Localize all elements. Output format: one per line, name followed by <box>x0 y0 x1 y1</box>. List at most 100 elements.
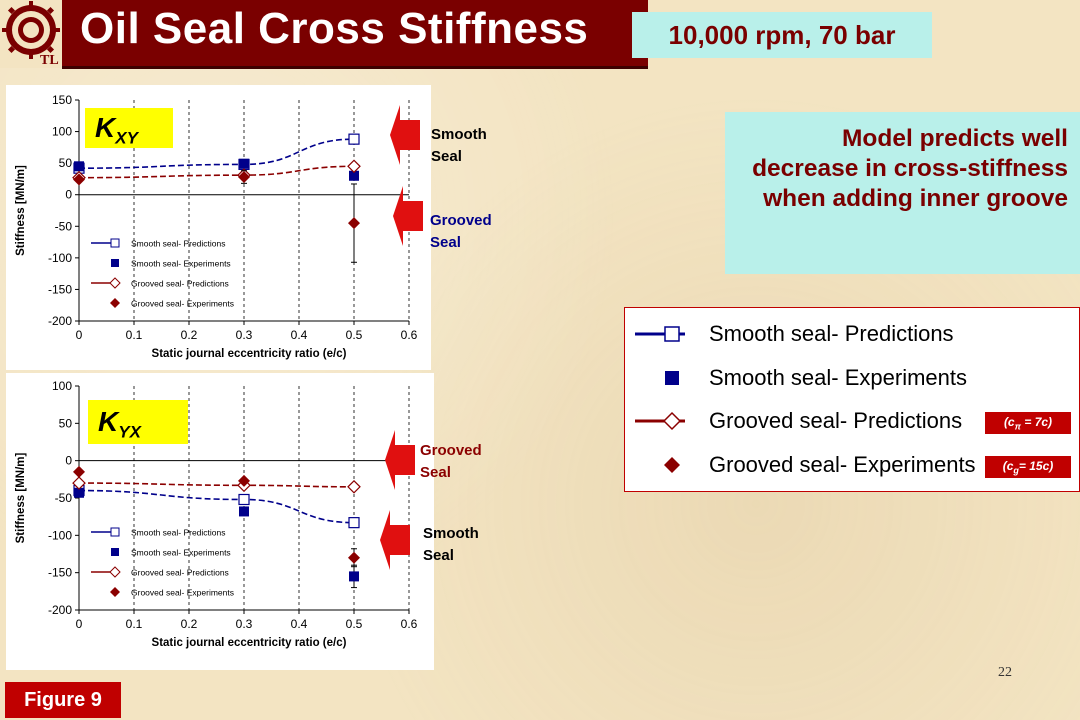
legend-marker-open-diamond <box>662 411 682 431</box>
kxy-smooth-seal-label: Smooth Seal <box>431 126 487 165</box>
legend-row: Smooth seal- Predictions <box>625 319 1080 349</box>
arrow-left-icon <box>393 186 423 246</box>
y-tick-label: -200 <box>48 314 72 328</box>
legend-label: Smooth seal- Predictions <box>131 528 226 538</box>
data-point <box>349 571 359 582</box>
page-title: Oil Seal Cross Stiffness <box>80 4 589 53</box>
legend-marker <box>110 527 120 537</box>
figure-label: Figure 9 <box>5 682 121 718</box>
clearance-tag: (cg= 15c) <box>985 456 1071 478</box>
x-tick-label: 0.6 <box>401 617 418 631</box>
legend-marker <box>109 277 121 289</box>
y-tick-label: -150 <box>48 566 72 580</box>
x-tick-label: 0.5 <box>346 617 363 631</box>
y-tick-label: 50 <box>59 156 73 170</box>
arrow-left-icon <box>390 105 420 165</box>
data-point <box>238 171 250 184</box>
kyx-badge-sub: YX <box>118 422 141 442</box>
operating-condition-badge: 10,000 rpm, 70 bar <box>632 12 932 58</box>
kxy-grooved-seal-label: Grooved Seal <box>430 212 492 251</box>
kxy-chart-svg: 150 100 50 0 -50 -100 -150 -200 0 0.1 0.2 0.3 0.4 0.5… <box>15 93 418 360</box>
x-tick-label: 0.2 <box>181 328 198 342</box>
data-point <box>73 173 85 186</box>
x-tick-label: 0 <box>76 617 83 631</box>
data-point <box>347 479 361 494</box>
data-point <box>74 161 84 172</box>
large-legend: Smooth seal- Predictions Smooth seal- Ex… <box>624 307 1080 492</box>
legend-marker <box>110 587 120 597</box>
y-tick-label: 50 <box>59 416 73 430</box>
legend-marker <box>111 548 119 556</box>
y-tick-label: 0 <box>65 454 72 468</box>
legend-label: Smooth seal- Experiments <box>709 365 967 390</box>
x-tick-label: 0.4 <box>291 617 308 631</box>
x-tick-label: 0.4 <box>291 328 308 342</box>
university-seal-icon: TL <box>2 1 60 68</box>
x-axis-label: Static journal eccentricity ratio (e/c) <box>152 637 347 649</box>
data-point <box>348 551 360 564</box>
data-point <box>72 476 86 490</box>
kyx-chart-svg: 100 50 0 -50 -100 -150 -200 0 0.1 0.2 0.3 0.4 0.5 0.6… <box>15 379 418 649</box>
legend-row: Grooved seal- Predictions <box>625 406 1080 436</box>
y-axis-label: Stiffness [MN/m] <box>15 452 27 543</box>
kxy-badge: KXY <box>85 108 173 148</box>
x-tick-label: 0.2 <box>181 617 198 631</box>
legend-label: Grooved seal- Predictions <box>709 408 963 433</box>
y-tick-label: -200 <box>48 603 72 617</box>
conclusion-note: Model predicts well decrease in cross-st… <box>725 112 1080 274</box>
legend-label: Grooved seal- Predictions <box>131 568 229 578</box>
legend-label: Smooth seal- Experiments <box>131 259 231 269</box>
legend-label: Smooth seal- Predictions <box>709 321 954 346</box>
data-point <box>348 133 360 145</box>
y-tick-label: -100 <box>48 528 72 542</box>
data-point <box>239 506 249 517</box>
x-tick-label: 0.1 <box>126 617 143 631</box>
university-logo: TL <box>0 0 62 68</box>
kyx-badge-main: K <box>98 406 119 437</box>
legend-marker-filled-square <box>665 371 679 385</box>
legend-label: Grooved seal- Experiments <box>131 588 234 598</box>
series-line <box>78 482 355 488</box>
legend-marker <box>111 259 119 267</box>
y-tick-label: 100 <box>52 379 72 393</box>
data-point <box>348 217 360 230</box>
x-tick-label: 0.6 <box>401 328 418 342</box>
logo-text: TL <box>40 53 59 68</box>
kyx-smooth-seal-label: Smooth Seal <box>423 525 479 564</box>
page-number: 22 <box>998 665 1012 680</box>
legend-marker-filled-diamond <box>664 457 680 473</box>
legend-label: Grooved seal- Experiments <box>709 452 976 477</box>
arrow-left-icon <box>385 430 415 490</box>
data-point <box>239 158 249 169</box>
clearance-tag: (cπ = 7c) <box>985 412 1071 434</box>
kyx-grooved-seal-label: Grooved Seal <box>420 442 482 481</box>
y-tick-label: -100 <box>48 251 72 265</box>
x-tick-label: 0.3 <box>236 328 253 342</box>
y-tick-label: 0 <box>65 188 72 202</box>
data-point <box>238 474 250 487</box>
legend-label: Smooth seal- Predictions <box>131 239 226 249</box>
kxy-badge-main: K <box>95 112 116 143</box>
x-axis-label: Static journal eccentricity ratio (e/c) <box>152 348 347 360</box>
arrow-left-icon <box>380 510 410 570</box>
kxy-badge-sub: XY <box>115 128 138 148</box>
legend-marker <box>110 238 120 248</box>
data-point <box>74 487 84 498</box>
legend-marker <box>110 298 120 308</box>
legend-marker <box>109 566 121 578</box>
legend-symbols <box>635 326 685 473</box>
y-axis-label: Stiffness [MN/m] <box>15 165 27 256</box>
y-tick-label: -150 <box>48 282 72 296</box>
x-tick-label: 0.3 <box>236 617 253 631</box>
legend-marker-open-square <box>664 326 680 342</box>
x-tick-label: 0.5 <box>346 328 363 342</box>
y-tick-label: 150 <box>52 93 72 107</box>
data-point <box>238 493 250 506</box>
data-point <box>348 517 360 529</box>
legend-row: Grooved seal- Experiments <box>625 450 1080 480</box>
kyx-chart: 100 50 0 -50 -100 -150 -200 0 0.1 0.2 0.3 0.4 0.5 0.6… <box>6 373 434 670</box>
data-point <box>73 465 85 478</box>
kyx-badge: KYX <box>88 400 188 444</box>
legend-label: Grooved seal- Predictions <box>131 279 229 289</box>
legend-label: Smooth seal- Experiments <box>131 548 231 558</box>
